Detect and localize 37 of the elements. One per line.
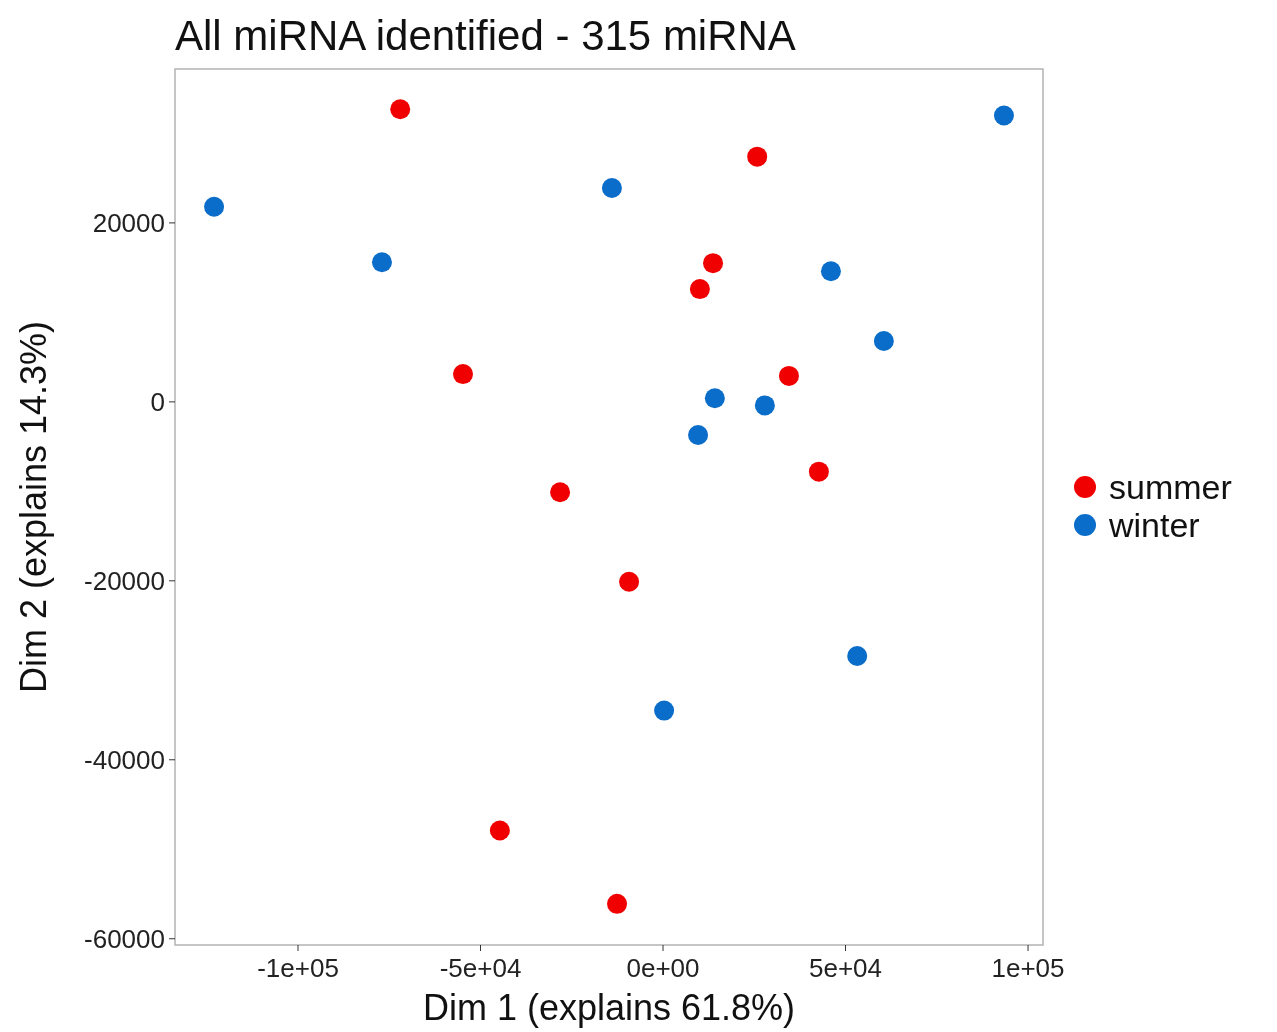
x-tick-label: -5e+04 xyxy=(439,953,522,983)
y-axis-title: Dim 2 (explains 14.3%) xyxy=(13,320,54,694)
point xyxy=(453,364,473,385)
point xyxy=(689,279,710,300)
y-tick-label: 0 xyxy=(150,386,165,417)
x-tick-label: 5e+04 xyxy=(809,953,883,983)
y-tick-label: 20000 xyxy=(92,208,165,238)
x-tick-label: 1e+05 xyxy=(991,953,1065,983)
x-tick-label: -1e+05 xyxy=(257,953,339,983)
chart-title: All miRNA identified - 315 miRNA xyxy=(175,12,796,59)
point xyxy=(820,261,841,282)
point xyxy=(607,893,628,914)
point xyxy=(747,146,768,167)
point xyxy=(704,388,725,409)
y-tick-label: -40000 xyxy=(84,744,165,775)
point xyxy=(371,252,392,273)
y-tick-label: -60000 xyxy=(84,923,165,954)
legend-label: winter xyxy=(1108,505,1200,544)
y-tick-label: -20000 xyxy=(84,565,165,596)
point xyxy=(550,482,571,503)
point xyxy=(688,424,709,445)
x-tick-label: 0e+00 xyxy=(626,953,700,983)
point xyxy=(703,253,724,274)
point xyxy=(654,700,675,721)
point xyxy=(619,571,640,592)
point xyxy=(204,196,225,217)
point xyxy=(601,178,622,199)
point xyxy=(778,365,799,386)
point xyxy=(808,461,829,482)
x-axis-title: Dim 1 (explains 61.8%) xyxy=(422,987,796,1028)
point xyxy=(847,645,868,666)
point xyxy=(873,331,894,352)
point xyxy=(993,105,1014,126)
point xyxy=(390,99,411,120)
legend-label: summer xyxy=(1109,467,1232,506)
point xyxy=(489,820,510,841)
point xyxy=(754,395,775,416)
